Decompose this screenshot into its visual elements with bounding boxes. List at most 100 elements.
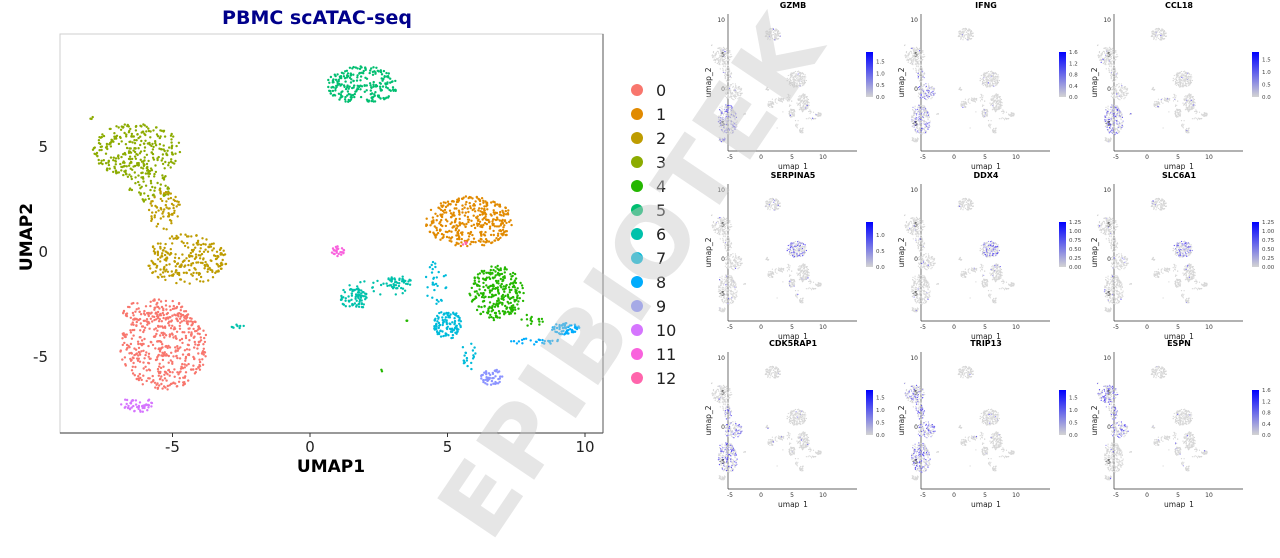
point-cluster-9 (491, 380, 493, 382)
point-cluster-1 (499, 213, 501, 215)
point-cluster-3 (152, 148, 154, 150)
point (932, 95, 933, 96)
point (789, 97, 790, 98)
point-cluster-2 (209, 243, 211, 245)
point-cluster-2 (190, 264, 192, 266)
point-cluster-7 (442, 324, 444, 326)
point (794, 80, 795, 81)
point-cluster-0 (139, 336, 141, 338)
point (795, 71, 796, 72)
point-cluster-8 (513, 340, 515, 342)
point-cluster-5 (370, 89, 372, 91)
point-cluster-6 (365, 293, 367, 295)
point-cluster-7 (442, 320, 444, 322)
point (797, 105, 798, 106)
point-cluster-2 (179, 278, 181, 280)
point-cluster-2 (207, 279, 209, 281)
point-expressing (731, 106, 732, 107)
point (986, 79, 987, 80)
point (920, 131, 921, 132)
point-cluster-1 (481, 211, 483, 213)
point-cluster-2 (174, 257, 176, 259)
point-cluster-1 (446, 220, 448, 222)
point (728, 122, 729, 123)
point (802, 78, 803, 79)
point (730, 90, 731, 91)
point-cluster-0 (139, 373, 141, 375)
point-cluster-3 (143, 165, 145, 167)
point-cluster-2 (148, 209, 150, 211)
point-cluster-8 (551, 329, 553, 331)
point-cluster-2 (164, 254, 166, 256)
point-cluster-4 (494, 306, 496, 308)
point-cluster-3 (159, 135, 161, 137)
point-cluster-0 (172, 336, 174, 338)
point-cluster-7 (449, 313, 451, 315)
point-cluster-7 (450, 331, 452, 333)
point-cluster-7 (429, 266, 431, 268)
point (726, 52, 727, 53)
point (768, 106, 769, 107)
point-expressing (922, 71, 923, 72)
x-tick-label: -5 (727, 154, 733, 161)
point-cluster-0 (136, 318, 138, 320)
point-cluster-4 (514, 273, 516, 275)
legend-label: 7 (656, 249, 666, 268)
point-cluster-5 (384, 97, 386, 99)
point-cluster-2 (204, 264, 206, 266)
point-cluster-2 (202, 280, 204, 282)
point-expressing (722, 139, 723, 140)
point (987, 76, 988, 77)
point-cluster-2 (186, 242, 188, 244)
point-cluster-0 (134, 311, 136, 313)
point (912, 61, 913, 62)
point-cluster-0 (163, 374, 165, 376)
point-cluster-5 (373, 93, 375, 95)
point (981, 75, 982, 76)
point-cluster-0 (122, 334, 124, 336)
point (906, 51, 907, 52)
point (960, 34, 961, 35)
point-cluster-4 (508, 286, 510, 288)
point (727, 60, 728, 61)
point (720, 49, 721, 50)
point-cluster-3 (138, 184, 140, 186)
point (911, 59, 912, 60)
point-cluster-4 (487, 307, 489, 309)
point-cluster-1 (465, 212, 467, 214)
point-cluster-2 (194, 268, 196, 270)
point (796, 84, 797, 85)
point (736, 92, 737, 93)
point (792, 116, 793, 117)
point-cluster-3 (149, 136, 151, 138)
point-cluster-3 (144, 134, 146, 136)
point-cluster-2 (202, 243, 204, 245)
point (796, 73, 797, 74)
point-cluster-7 (455, 333, 457, 335)
point (728, 90, 729, 91)
point-cluster-2 (220, 262, 222, 264)
point (728, 57, 729, 58)
point-cluster-2 (153, 248, 155, 250)
point-cluster-8 (521, 342, 523, 344)
point-cluster-11 (342, 251, 344, 253)
point-cluster-0 (187, 344, 189, 346)
point (913, 110, 914, 111)
point (803, 84, 804, 85)
point (729, 59, 730, 60)
legend-label: 1 (656, 105, 666, 124)
point (728, 86, 729, 87)
point-cluster-3 (147, 172, 149, 174)
point-cluster-1 (466, 245, 468, 247)
point-cluster-4 (526, 324, 528, 326)
point-cluster-1 (454, 221, 456, 223)
point (731, 77, 732, 78)
point-cluster-1 (445, 225, 447, 227)
point (726, 50, 727, 51)
point-cluster-9 (485, 370, 487, 372)
point-cluster-8 (574, 324, 576, 326)
point (727, 126, 728, 127)
point-cluster-9 (489, 374, 491, 376)
point (917, 107, 918, 108)
point (734, 117, 735, 118)
